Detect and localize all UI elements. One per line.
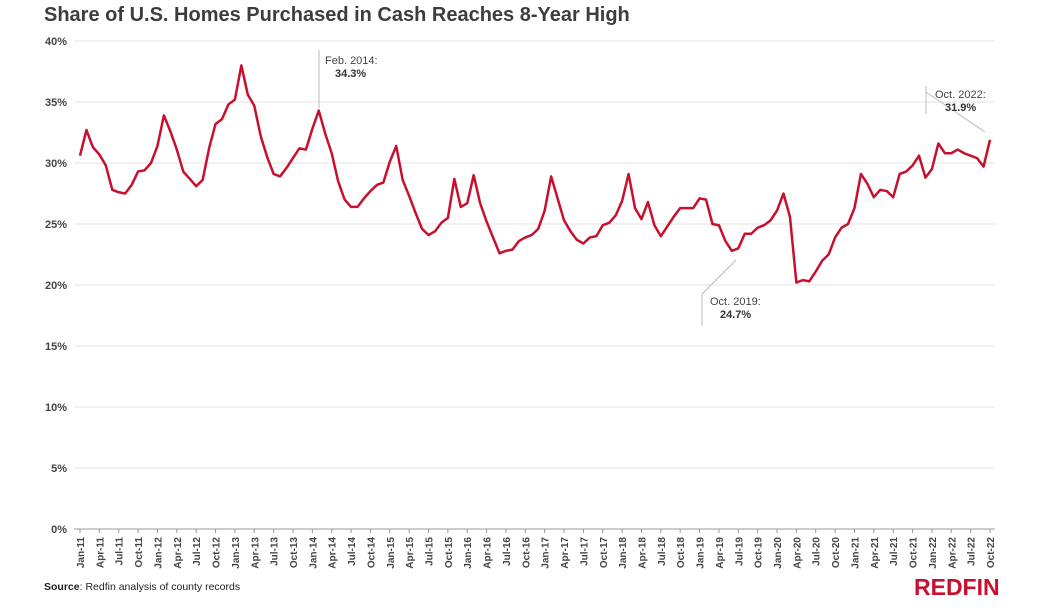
series-layer bbox=[78, 64, 992, 284]
y-tick-label: 35% bbox=[45, 97, 67, 109]
annotation-leader bbox=[925, 91, 986, 133]
x-tick-label: Apr-16 bbox=[483, 537, 494, 569]
x-tick-label: Jul-18 bbox=[657, 537, 668, 566]
x-tick-label: Oct-11 bbox=[134, 537, 145, 568]
annotations: Feb. 2014:34.3% Oct. 2019:24.7% Oct. 2022:… bbox=[318, 50, 986, 326]
x-tick-label: Jul-13 bbox=[270, 537, 281, 566]
x-tick-label: Oct-16 bbox=[521, 537, 532, 569]
x-tick-label: Apr-15 bbox=[405, 537, 416, 569]
x-tick-label: Jul-17 bbox=[579, 537, 590, 566]
x-tick-label: Jan-16 bbox=[463, 537, 474, 569]
chart-title: Share of U.S. Homes Purchased in Cash Re… bbox=[44, 4, 630, 26]
annotation-label: Oct. 2022: bbox=[935, 89, 986, 101]
annotation-value: 24.7% bbox=[720, 309, 751, 321]
y-tick-label: 5% bbox=[51, 463, 67, 475]
x-tick-label: Oct-14 bbox=[366, 537, 377, 569]
y-tick-label: 40% bbox=[45, 36, 67, 48]
redfin-logo: REDFIN bbox=[914, 574, 1000, 600]
source-label: Source bbox=[44, 581, 80, 593]
x-tick-label: Apr-11 bbox=[95, 537, 106, 569]
annotation-leader bbox=[701, 259, 737, 295]
x-tick-label: Oct-20 bbox=[831, 537, 842, 569]
x-tick-label: Jul-20 bbox=[812, 537, 823, 566]
x-tick-label: Jan-13 bbox=[231, 537, 242, 569]
x-tick-label: Jan-19 bbox=[696, 537, 707, 569]
x-tick-label: Oct-12 bbox=[212, 537, 223, 569]
x-tick-label: Jan-12 bbox=[153, 537, 164, 569]
annotation-label: Feb. 2014: bbox=[325, 55, 378, 67]
y-tick-label: 25% bbox=[45, 219, 67, 231]
x-tick-label: Oct-18 bbox=[676, 537, 687, 569]
x-tick-label: Jan-17 bbox=[541, 537, 552, 569]
x-tick-label: Apr-20 bbox=[792, 537, 803, 569]
y-tick-label: 15% bbox=[45, 341, 67, 353]
x-tick-label: Jan-15 bbox=[386, 537, 397, 569]
x-tick-label: Oct-13 bbox=[289, 537, 300, 569]
x-tick-label: Jan-22 bbox=[928, 537, 939, 569]
y-tick-label: 30% bbox=[45, 158, 67, 170]
source-text: : Redfin analysis of county records bbox=[79, 581, 241, 593]
x-tick-label: Oct-22 bbox=[986, 537, 997, 569]
x-tick-label: Apr-22 bbox=[947, 537, 958, 569]
source-note: Source: Redfin analysis of county record… bbox=[44, 581, 240, 593]
x-tick-label: Jul-14 bbox=[347, 537, 358, 566]
x-tick-label: Jul-22 bbox=[967, 537, 978, 566]
x-tick-label: Jan-14 bbox=[308, 537, 319, 569]
x-tick-label: Oct-19 bbox=[754, 537, 765, 569]
gridlines bbox=[74, 40, 995, 530]
y-tick-label: 10% bbox=[45, 402, 67, 414]
x-tick-label: Apr-14 bbox=[328, 537, 339, 569]
y-tick-label: 0% bbox=[51, 524, 67, 536]
x-tick-label: Apr-13 bbox=[250, 537, 261, 569]
x-axis: Jan-11 Apr-11 Jul-11 Oct-11 Jan-12 Apr-12 Jul-… bbox=[76, 529, 997, 569]
x-tick-label: Jan-18 bbox=[618, 537, 629, 569]
x-tick-label: Apr-12 bbox=[173, 537, 184, 569]
x-tick-label: Jan-20 bbox=[773, 537, 784, 569]
y-tick-label: 20% bbox=[45, 280, 67, 292]
x-tick-label: Oct-17 bbox=[599, 537, 610, 569]
x-tick-label: Apr-17 bbox=[560, 537, 571, 569]
annotation-label: Oct. 2019: bbox=[710, 296, 761, 308]
x-tick-label: Apr-19 bbox=[715, 537, 726, 569]
x-tick-label: Apr-18 bbox=[637, 537, 648, 569]
annotation-value: 34.3% bbox=[335, 68, 366, 80]
x-tick-label: Jul-15 bbox=[425, 537, 436, 566]
x-tick-label: Oct-15 bbox=[444, 537, 455, 569]
x-tick-label: Jul-16 bbox=[502, 537, 513, 566]
x-tick-label: Jan-11 bbox=[76, 537, 87, 569]
x-tick-label: Jul-11 bbox=[115, 537, 126, 566]
x-tick-label: Jul-19 bbox=[734, 537, 745, 566]
x-tick-label: Apr-21 bbox=[870, 537, 881, 569]
x-tick-label: Jul-12 bbox=[192, 537, 203, 566]
x-tick-label: Jan-21 bbox=[850, 537, 861, 569]
y-axis: 0% 5% 10% 15% 20% 25% 30% 35% 40% bbox=[45, 36, 67, 536]
annotation-value: 31.9% bbox=[945, 102, 976, 114]
x-tick-label: Jul-21 bbox=[889, 537, 900, 566]
x-tick-label: Oct-21 bbox=[909, 537, 920, 569]
series-line bbox=[78, 64, 992, 284]
